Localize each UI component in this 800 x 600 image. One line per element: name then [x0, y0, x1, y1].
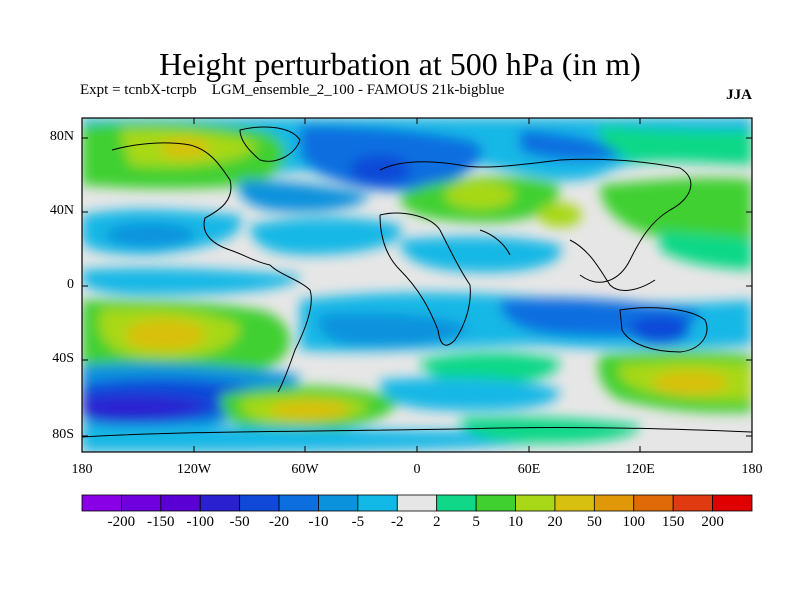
- experiment-label: Expt = tcnbX-tcrpb LGM_ensemble_2_100 - …: [80, 82, 505, 98]
- colorbar-label: 10: [508, 514, 524, 530]
- y-tick-label: 0: [67, 277, 74, 292]
- colorbar-label: -200: [107, 514, 136, 530]
- y-tick-label: 40S: [52, 351, 74, 366]
- y-tick-label: 40N: [49, 203, 74, 218]
- colorbar-label: -100: [186, 514, 214, 530]
- colorbar-label: 5: [472, 514, 480, 530]
- x-tick-label: 60E: [517, 462, 541, 477]
- x-tick-label: 0: [413, 462, 421, 477]
- colorbar-label: 20: [547, 514, 563, 530]
- map-title: Height perturbation at 500 hPa (in m): [159, 46, 641, 82]
- colorbar-label: -150: [147, 514, 175, 530]
- colorbar-label: 50: [586, 514, 602, 530]
- colorbar-label: -50: [229, 514, 250, 530]
- colorbar-label: 200: [701, 514, 724, 530]
- y-tick-label: 80N: [49, 129, 74, 144]
- colorbar-label: 150: [661, 514, 685, 530]
- x-tick-label: 180: [71, 462, 93, 477]
- x-tick-label: 60W: [291, 462, 319, 477]
- colorbar-label: -5: [351, 514, 365, 530]
- season-label: JJA: [726, 87, 752, 103]
- colorbar-label: 2: [432, 514, 441, 530]
- coastlines: [82, 126, 752, 438]
- y-tick-label: 80S: [52, 427, 74, 442]
- contour-field: [82, 118, 752, 452]
- colorbar-label: 100: [622, 514, 646, 530]
- colorbar-label: -20: [269, 514, 290, 530]
- x-tick-label: 120E: [625, 462, 655, 477]
- x-tick-label: 180: [741, 462, 763, 477]
- colorbar-label: -2: [391, 514, 404, 530]
- x-tick-label: 120W: [176, 462, 212, 477]
- colorbar-label: -10: [308, 514, 329, 530]
